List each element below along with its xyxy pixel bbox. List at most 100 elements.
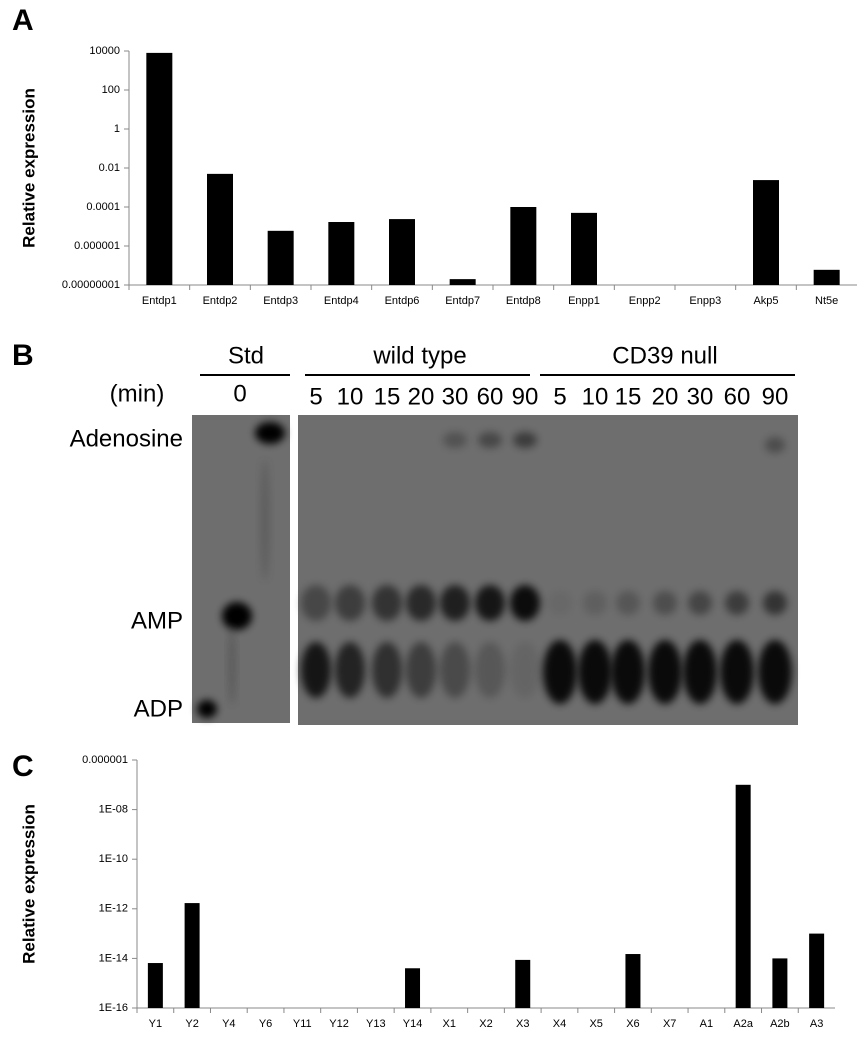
gel-spot [688, 591, 712, 615]
gel-spot [372, 585, 402, 621]
y-axis-title: Relative expression [19, 804, 38, 964]
x-tick-label: Entdp4 [324, 295, 359, 307]
gel-spot [406, 642, 436, 698]
gel-spot [443, 432, 467, 448]
gel-spot [510, 642, 540, 698]
gel-spot [510, 585, 540, 621]
gel-spot [478, 432, 502, 448]
y-tick-label: 100 [102, 84, 120, 96]
y-tick-label: 0.01 [99, 162, 120, 174]
gel-spot [440, 585, 470, 621]
bar [267, 230, 294, 285]
x-tick-label: A2a [733, 1018, 753, 1030]
gel-label: 30 [442, 383, 469, 410]
gel-label: wild type [372, 342, 466, 369]
x-tick-label: Enpp1 [568, 295, 600, 307]
bar [625, 954, 641, 1008]
x-tick-label: Y2 [185, 1018, 198, 1030]
gel-spot [440, 642, 470, 698]
gel-spot [720, 640, 754, 704]
bar [207, 173, 233, 285]
y-tick-label: 0.000001 [82, 754, 128, 766]
x-tick-label: Y1 [149, 1018, 162, 1030]
gel-spot [616, 591, 640, 615]
x-tick-label: X5 [589, 1018, 602, 1030]
gel-label: CD39 null [612, 342, 717, 369]
bar [389, 219, 415, 285]
y-tick-label: 1E-10 [99, 853, 128, 865]
bar [328, 222, 355, 285]
x-tick-label: Entdp8 [506, 295, 541, 307]
bar [510, 207, 537, 285]
gel-label: 60 [724, 383, 751, 410]
panel-letter: A [12, 4, 34, 37]
bar [772, 958, 788, 1008]
bar [735, 784, 751, 1008]
y-axis-title: Relative expression [19, 88, 38, 248]
y-tick-label: 1E-12 [99, 903, 128, 915]
y-tick-label: 1 [114, 123, 120, 135]
gel-spot [222, 602, 252, 630]
gel-spot [548, 591, 572, 615]
x-tick-label: A1 [700, 1018, 713, 1030]
gel-spot [611, 640, 645, 704]
y-tick-label: 1E-08 [99, 804, 128, 816]
gel-spot [653, 591, 677, 615]
gel-spot [475, 642, 505, 698]
bar [809, 933, 825, 1008]
gel-image [192, 415, 798, 725]
gel-lane-std [192, 415, 290, 723]
bar [147, 963, 163, 1008]
bar [405, 968, 421, 1008]
gel-spot [765, 437, 785, 453]
gel-spot [255, 422, 285, 444]
y-tick-label: 0.000001 [74, 240, 120, 252]
gel-spot [578, 640, 612, 704]
x-tick-label: Akp5 [753, 295, 778, 307]
x-tick-label: A3 [810, 1018, 823, 1030]
bar [571, 212, 597, 285]
gel-label: 15 [374, 383, 401, 410]
x-tick-label: Entdp7 [445, 295, 480, 307]
x-tick-label: Entdp1 [142, 295, 177, 307]
x-tick-label: Y6 [259, 1018, 272, 1030]
gel-label: 10 [582, 383, 609, 410]
bar [449, 279, 476, 285]
x-tick-label: Nt5e [815, 295, 838, 307]
gel-spot [758, 640, 792, 704]
gel-label: 20 [408, 383, 435, 410]
y-tick-label: 10000 [89, 45, 120, 57]
y-tick-label: 1E-16 [99, 1002, 128, 1014]
gel-label: 10 [337, 383, 364, 410]
x-tick-label: X6 [626, 1018, 639, 1030]
x-tick-label: Entdp2 [203, 295, 238, 307]
x-tick-label: Entdp3 [263, 295, 298, 307]
gel-spot [725, 591, 749, 615]
gel-label: (min) [110, 380, 165, 407]
gel-spot [406, 585, 436, 621]
x-tick-label: X7 [663, 1018, 676, 1030]
gel-spot [335, 642, 365, 698]
gel-spot [475, 585, 505, 621]
x-tick-label: Entdp6 [385, 295, 420, 307]
gel-label: 60 [477, 383, 504, 410]
gel-label: Std [228, 342, 264, 369]
gel-spot [683, 640, 717, 704]
gel-label: 0 [233, 380, 246, 407]
x-tick-label: A2b [770, 1018, 790, 1030]
bar [146, 52, 173, 286]
gel-label: ADP [134, 695, 183, 722]
gel-spot [301, 642, 331, 698]
x-tick-label: X4 [553, 1018, 566, 1030]
gel-label: 5 [553, 383, 566, 410]
gel-label: 20 [652, 383, 679, 410]
gel-spot [260, 460, 270, 580]
x-tick-label: X3 [516, 1018, 529, 1030]
gel-label: 15 [615, 383, 642, 410]
gel-spot [648, 640, 682, 704]
gel-spot [228, 625, 236, 705]
gel-label: 90 [762, 383, 789, 410]
gel-spot [372, 642, 402, 698]
